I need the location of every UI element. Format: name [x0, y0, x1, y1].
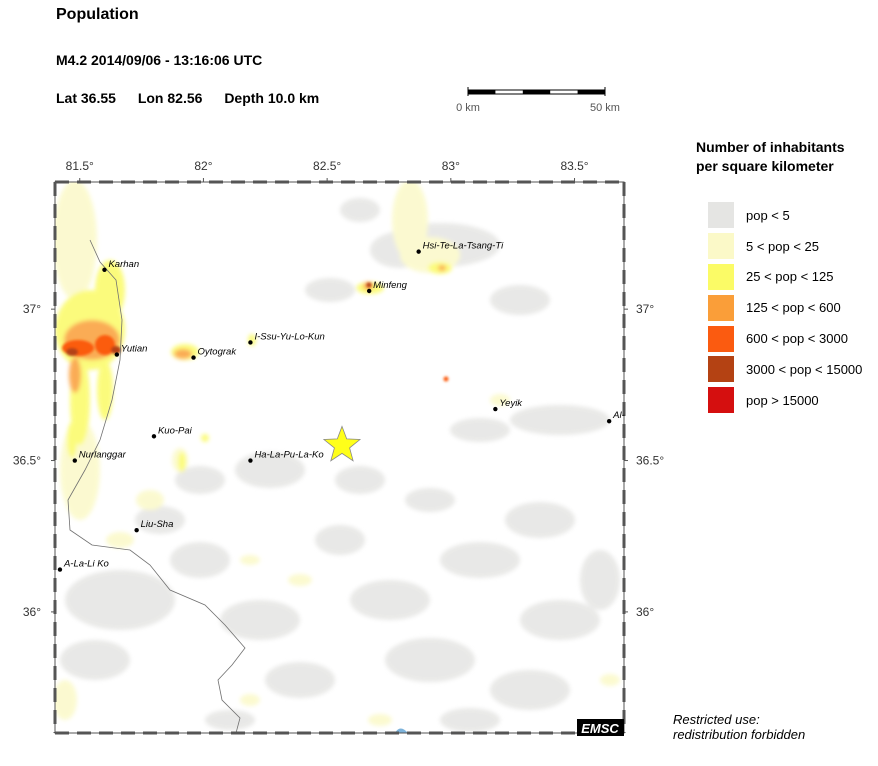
- city-marker: [72, 458, 77, 463]
- city-label: Oytograk: [198, 347, 238, 358]
- city-label: Kuo-Pai: [158, 425, 193, 436]
- emsc-badge: EMSC: [577, 719, 624, 736]
- city-label: Yutian: [121, 344, 148, 355]
- lon-tick-label: 83.5°: [560, 159, 588, 173]
- usage-notice: Restricted use: redistribution forbidden: [673, 712, 805, 742]
- legend-swatch: [708, 263, 734, 290]
- lon-tick-label: 83°: [442, 159, 460, 173]
- legend-label: 3000 < pop < 15000: [746, 361, 863, 377]
- lat-tick-label-left: 37°: [23, 302, 41, 316]
- city-marker: [366, 288, 372, 294]
- latitude-text: Lat 36.55: [56, 90, 116, 106]
- legend-swatch: [708, 233, 734, 260]
- legend-item: pop > 15000: [708, 385, 862, 416]
- scale-bar: 0 km 50 km: [456, 87, 620, 114]
- legend-swatch: [708, 325, 734, 352]
- lat-tick-label-right: 36°: [636, 605, 654, 619]
- legend-label: 5 < pop < 25: [746, 238, 820, 254]
- city-marker: [191, 355, 196, 360]
- legend-item: 600 < pop < 3000: [708, 323, 862, 354]
- depth-text: Depth 10.0 km: [224, 90, 320, 106]
- city-label: Minfeng: [373, 280, 408, 291]
- map-frame-dashes: [53, 180, 626, 735]
- city-marker: [248, 340, 253, 345]
- axis-ticks: 81.5° 82° 82.5° 83° 83.5° 37° 37° 36.5° 36.5° 36°…: [13, 159, 665, 619]
- usage-notice-line1: Restricted use:: [673, 712, 760, 727]
- usage-notice-line2: redistribution forbidden: [673, 727, 806, 742]
- city-marker: [114, 352, 120, 357]
- page-title: Population: [56, 6, 139, 23]
- legend-label: 25 < pop < 125: [746, 269, 834, 285]
- legend-item: pop < 5: [708, 200, 862, 231]
- city-marker: [57, 567, 63, 572]
- legend-swatch: [708, 356, 734, 383]
- legend-swatch: [708, 387, 734, 414]
- legend-item: 125 < pop < 600: [708, 292, 862, 323]
- population-layer: [55, 182, 620, 732]
- event-info: M4.2 2014/09/06 - 13:16:06 UTC: [56, 52, 263, 68]
- lon-tick-label: 82.5°: [313, 159, 341, 173]
- map-background: [55, 182, 624, 733]
- legend-label: 600 < pop < 3000: [746, 331, 848, 347]
- city-label: Hsi-Te-La-Tsang-Ti: [423, 241, 504, 252]
- emsc-badge-text: EMSC: [581, 721, 619, 736]
- city-label: Yeyik: [499, 398, 523, 409]
- city-markers: Karhan Yutian Oytograk I-Ssu-Yu-Lo-Kun Minfe…: [57, 241, 625, 572]
- legend-label: 125 < pop < 600: [746, 300, 841, 316]
- legend-label: pop > 15000: [746, 392, 819, 408]
- lon-tick-label: 82°: [194, 159, 212, 173]
- scale-right-label: 50 km: [590, 102, 620, 114]
- legend-swatch: [708, 294, 734, 321]
- city-marker: [606, 418, 612, 424]
- legend-title: Number of inhabitants per square kilomet…: [696, 138, 845, 176]
- city-label: A-La-Li Ko: [63, 559, 109, 570]
- city-marker: [134, 527, 139, 533]
- city-label: Al-: [612, 410, 625, 421]
- city-marker: [248, 458, 253, 463]
- city-marker: [151, 434, 157, 439]
- boundary-line: [67, 239, 246, 733]
- longitude-text: Lon 82.56: [137, 90, 203, 106]
- lat-tick-label-left: 36°: [23, 605, 41, 619]
- city-label: I-Ssu-Yu-Lo-Kun: [254, 331, 324, 342]
- lon-tick-label: 81.5°: [66, 159, 94, 173]
- lat-tick-label-right: 37°: [636, 302, 654, 316]
- legend-item: 5 < pop < 25: [708, 231, 862, 262]
- legend-title-line2: per square kilometer: [696, 158, 834, 174]
- city-marker: [493, 406, 498, 412]
- epicenter-star: [322, 425, 362, 462]
- scale-left-label: 0 km: [456, 102, 480, 114]
- city-label: Karhan: [108, 259, 139, 270]
- city-label: Liu-Sha: [141, 519, 174, 530]
- legend-swatch: [708, 202, 734, 229]
- legend-item: 25 < pop < 125: [708, 262, 862, 293]
- legend: pop < 5 5 < pop < 25 25 < pop < 125 125 …: [708, 200, 862, 416]
- location-info: Lat 36.55 Lon 82.56 Depth 10.0 km: [56, 90, 337, 106]
- city-marker: [416, 249, 421, 254]
- city-marker: [102, 267, 107, 272]
- lat-tick-label-right: 36.5°: [636, 454, 664, 468]
- legend-label: pop < 5: [746, 207, 790, 223]
- lat-tick-label-left: 36.5°: [13, 454, 41, 468]
- legend-title-line1: Number of inhabitants: [696, 139, 845, 155]
- legend-item: 3000 < pop < 15000: [708, 354, 862, 385]
- city-label: Nurlanggar: [79, 450, 127, 461]
- city-label: Ha-La-Pu-La-Ko: [254, 450, 323, 461]
